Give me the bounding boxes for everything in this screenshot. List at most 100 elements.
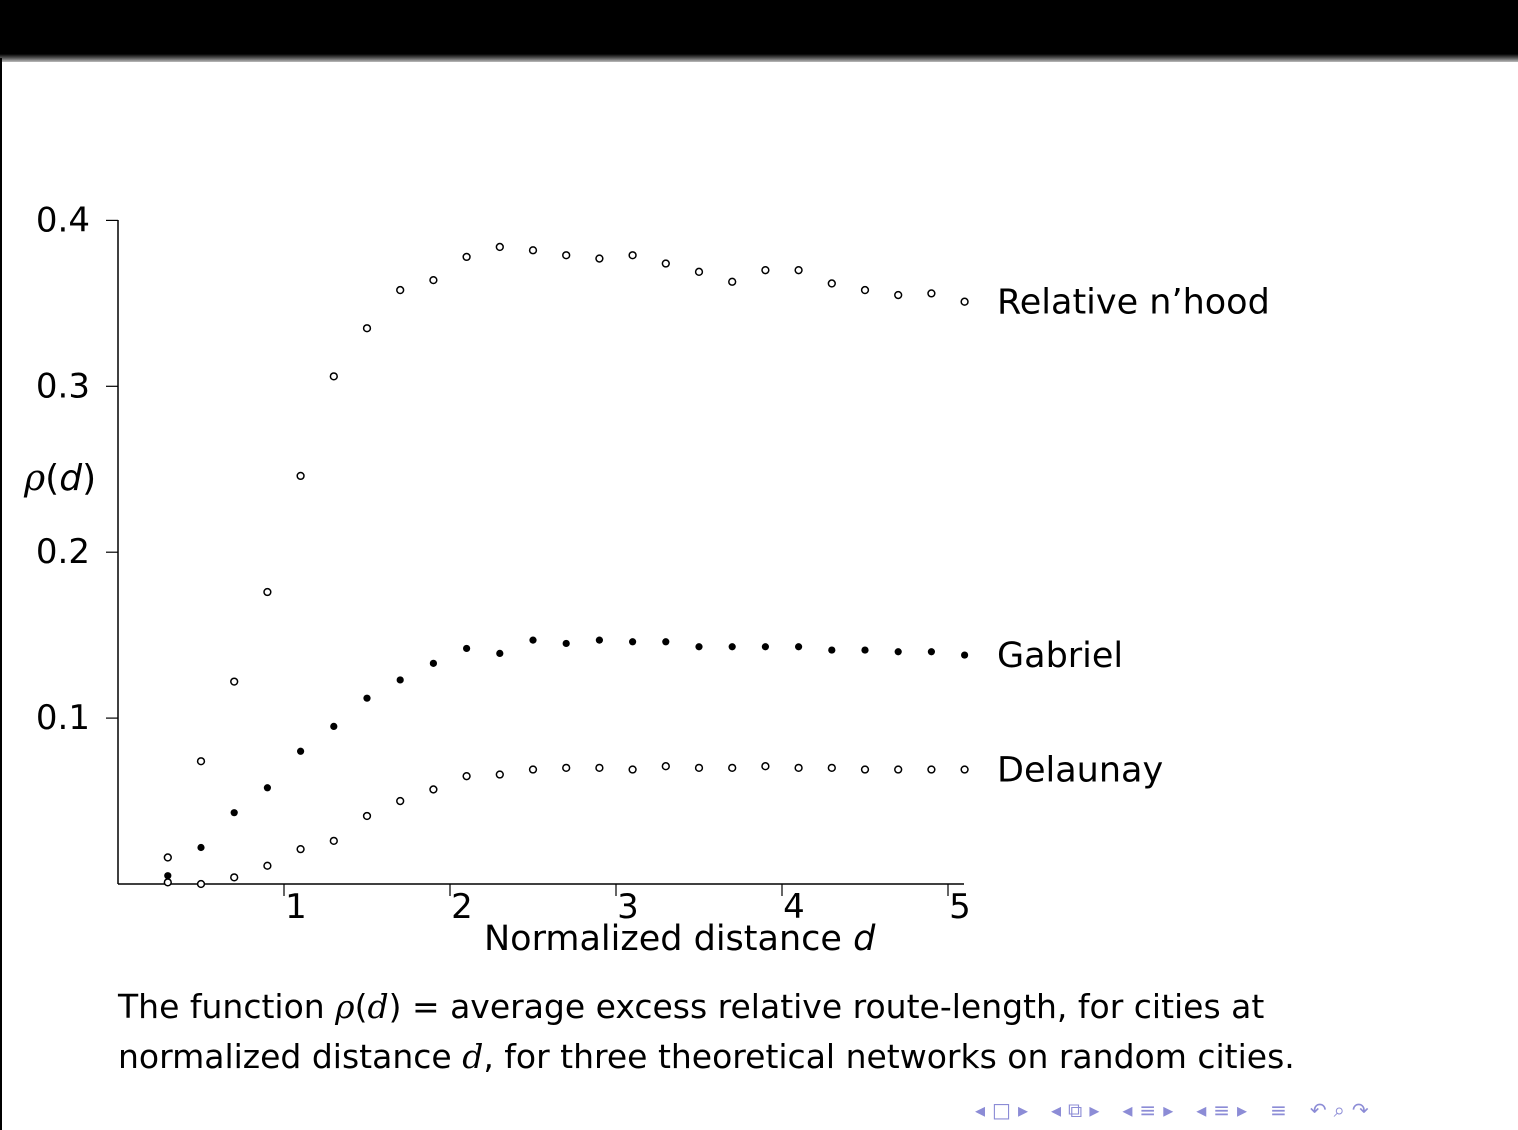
data-point [595, 636, 604, 644]
data-point [329, 836, 338, 846]
x-axis-label-text: Normalized distance [484, 919, 842, 959]
data-point [795, 643, 803, 651]
series-gabriel [164, 636, 969, 880]
caption-line-2: normalized distance d, for three theoret… [118, 1032, 1318, 1082]
data-point [562, 763, 571, 773]
nav-icon[interactable]: ↷ [1351, 1098, 1370, 1122]
y-tick-label: 0.1 [36, 698, 90, 738]
data-point [927, 648, 936, 656]
nav-icon[interactable]: ◂ [1051, 1098, 1063, 1122]
data-point [363, 694, 371, 702]
data-point [196, 757, 206, 766]
data-point [628, 251, 637, 260]
data-point [860, 285, 870, 295]
data-point [894, 648, 902, 656]
caption-arg: d [367, 987, 389, 1026]
data-point [197, 843, 205, 852]
scatter-chart: 0.1 0.2 0.3 0.4 1 2 3 4 5 Relative n’hood Gabrie… [23, 200, 1270, 959]
data-point [860, 765, 870, 774]
caption-prefix: The function [118, 987, 336, 1026]
data-point [429, 785, 438, 794]
data-point [728, 643, 736, 651]
series-label: Gabriel [997, 636, 1123, 676]
series-labels: Relative n’hood Gabriel Delaunay [997, 283, 1270, 791]
data-point [362, 811, 372, 821]
data-point [297, 747, 305, 755]
data-point [629, 638, 637, 646]
caption-line-1: The function ρ(d) = average excess relat… [118, 982, 1318, 1032]
data-point [263, 784, 271, 792]
data-point [296, 845, 305, 854]
nav-icon[interactable]: ≡ [1139, 1098, 1158, 1122]
data-point [861, 646, 869, 654]
data-point [662, 638, 670, 646]
x-axis-label-var: d [853, 919, 876, 959]
nav-icon[interactable]: ≡ [1213, 1098, 1232, 1122]
data-point [728, 277, 737, 286]
caption-rho: ρ [335, 987, 355, 1026]
nav-icon[interactable]: ▸ [1237, 1098, 1249, 1122]
nav-icon[interactable]: ▸ [1163, 1098, 1175, 1122]
data-point [462, 252, 471, 262]
x-tick-label: 3 [617, 887, 639, 927]
data-point [330, 722, 338, 730]
data-point [595, 254, 604, 263]
data-point [529, 636, 537, 644]
nav-icon[interactable]: ◂ [1196, 1098, 1208, 1122]
y-tick-label: 0.3 [36, 366, 90, 406]
data-point [196, 879, 206, 889]
data-point [927, 289, 936, 298]
y-axis-label-arg: d [59, 458, 83, 499]
caption-line2-var: d [462, 1037, 484, 1076]
data-point [595, 763, 604, 773]
data-point [794, 266, 803, 275]
x-tick-label: 5 [949, 887, 971, 927]
data-points [163, 242, 969, 889]
data-point [695, 643, 703, 651]
data-point [661, 762, 670, 771]
caption-line2-suffix: , for three theoretical networks on rand… [483, 1037, 1295, 1076]
nav-icon[interactable]: ↶ [1309, 1098, 1328, 1122]
data-point [396, 676, 404, 684]
data-point [163, 878, 172, 887]
data-point [263, 587, 272, 597]
caption-paren-open: ( [354, 987, 368, 1026]
nav-icon[interactable]: ⧉ [1068, 1098, 1084, 1122]
nav-icon[interactable]: ▸ [1017, 1098, 1029, 1122]
y-axis-label-symbol: ρ [23, 458, 45, 499]
data-point [562, 251, 571, 260]
x-axis-label: Normalized distance d [484, 919, 876, 959]
nav-icon[interactable]: ≡ [1270, 1098, 1288, 1122]
data-point [828, 646, 836, 654]
nav-icon[interactable]: ◂ [1122, 1098, 1134, 1122]
nav-icon[interactable]: ▸ [1089, 1098, 1101, 1122]
data-point [296, 471, 305, 481]
caption-definition: = average excess relative route-length, … [401, 987, 1265, 1026]
data-point [495, 770, 504, 779]
data-point [827, 279, 836, 288]
series-relative-n-hood [163, 242, 969, 862]
nav-icon[interactable]: ◂ [975, 1098, 987, 1122]
series-label: Delaunay [997, 751, 1163, 791]
figure-caption: The function ρ(d) = average excess relat… [118, 982, 1318, 1082]
data-point [263, 861, 272, 870]
x-tick-label: 4 [783, 887, 805, 927]
data-point [396, 285, 405, 295]
nav-icon[interactable]: ⌕ [1333, 1098, 1346, 1122]
data-point [528, 765, 538, 774]
nav-icon[interactable]: □ [992, 1098, 1012, 1122]
data-point [960, 297, 969, 306]
data-point [761, 762, 770, 771]
series-delaunay [163, 762, 969, 889]
data-point [496, 649, 504, 657]
data-point [230, 809, 238, 817]
data-point [462, 772, 471, 781]
caption-line2-prefix: normalized distance [118, 1037, 463, 1076]
data-point [163, 853, 172, 862]
data-point [628, 765, 637, 774]
data-point [528, 246, 538, 255]
data-point [927, 765, 936, 774]
data-point [694, 763, 704, 773]
data-point [661, 259, 670, 268]
y-tick-label: 0.2 [36, 532, 90, 572]
